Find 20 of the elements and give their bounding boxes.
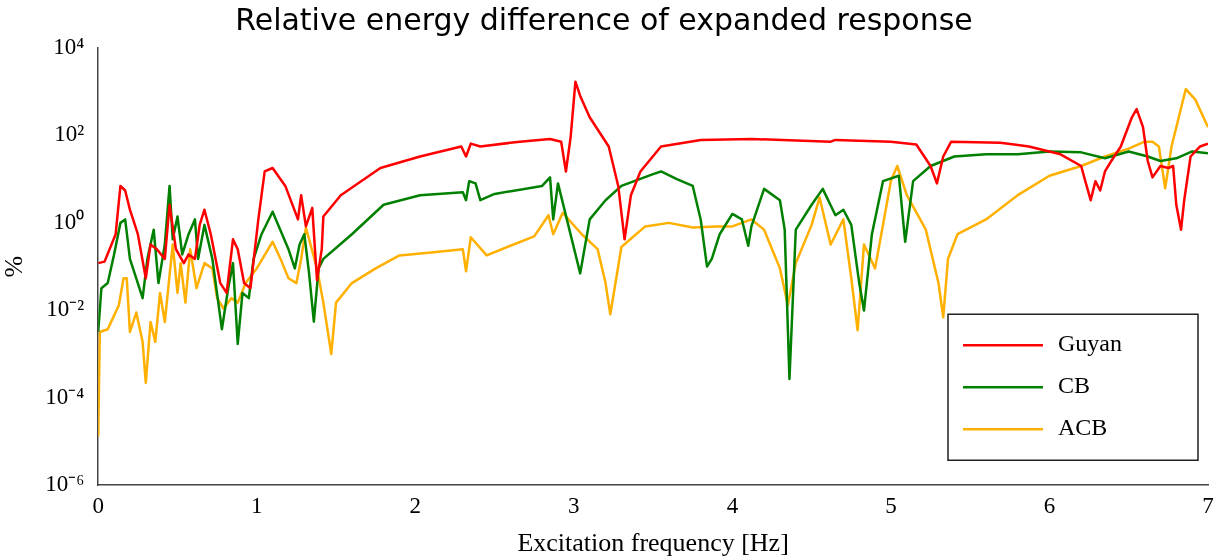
x-axis-title: Excitation frequency [Hz] [517,528,789,558]
legend-label: ACB [1058,414,1108,441]
y-axis-title: % [0,255,29,278]
legend-label: Guyan [1058,330,1122,357]
legend-label: CB [1058,372,1091,399]
y-tick-label: 10⁻⁶ [45,471,85,497]
y-tick-label: 10⁻² [46,296,85,322]
y-tick-label: 10⁴ [53,34,85,60]
y-tick-label: 10⁰ [53,208,85,234]
chart-title: Relative energy difference of expanded response [235,1,973,37]
x-tick-label: 3 [568,493,580,519]
x-tick-label: 5 [885,493,897,519]
x-tick-label: 0 [92,493,104,519]
x-tick-label: 1 [251,493,263,519]
x-tick-label: 4 [726,493,739,519]
x-tick-label: 7 [1202,493,1214,519]
y-tick-label: 10⁻⁴ [45,383,85,409]
y-tick-label: 10² [54,121,85,147]
x-tick-label: 2 [409,493,422,519]
x-tick-label: 6 [1043,493,1056,519]
